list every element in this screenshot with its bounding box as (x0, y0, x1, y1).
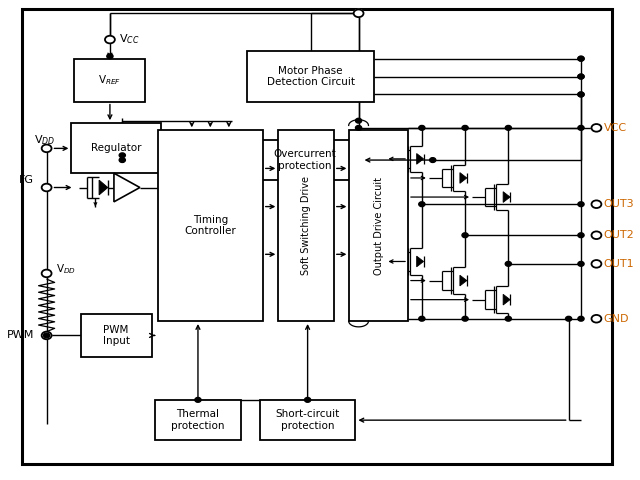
Text: Regulator: Regulator (91, 143, 141, 153)
Text: OUT1: OUT1 (604, 259, 634, 269)
Bar (158, 130, 263, 321)
Bar (349, 130, 408, 321)
Text: V$_{DD}$: V$_{DD}$ (56, 263, 76, 276)
Circle shape (44, 333, 50, 338)
Bar (260, 400, 355, 441)
Bar (278, 130, 334, 321)
Circle shape (578, 56, 584, 61)
Bar (248, 140, 362, 180)
Bar (81, 314, 152, 357)
Circle shape (566, 316, 572, 321)
Circle shape (42, 332, 52, 339)
Circle shape (42, 270, 52, 277)
Circle shape (119, 157, 125, 162)
Circle shape (578, 202, 584, 206)
Polygon shape (460, 173, 467, 183)
Circle shape (578, 92, 584, 97)
Circle shape (578, 92, 584, 97)
Text: Timing
Controller: Timing Controller (184, 215, 236, 237)
Circle shape (107, 54, 113, 59)
Circle shape (305, 397, 310, 402)
Circle shape (355, 125, 362, 130)
Circle shape (578, 262, 584, 266)
Polygon shape (114, 173, 140, 202)
Text: FG: FG (19, 175, 35, 185)
Text: PWM: PWM (7, 330, 35, 340)
Bar (74, 59, 145, 102)
Circle shape (195, 397, 201, 402)
Circle shape (42, 184, 52, 192)
Circle shape (578, 125, 584, 130)
Polygon shape (99, 180, 108, 195)
Circle shape (505, 262, 511, 266)
Polygon shape (460, 275, 467, 286)
Text: Overcurrent
protection: Overcurrent protection (273, 149, 336, 171)
Circle shape (462, 233, 468, 238)
Bar (248, 51, 374, 102)
Circle shape (578, 74, 584, 79)
Text: OUT2: OUT2 (604, 230, 635, 240)
Text: VCC: VCC (604, 123, 627, 133)
Bar (155, 400, 241, 441)
Polygon shape (503, 294, 510, 305)
Polygon shape (503, 192, 510, 203)
Circle shape (354, 10, 364, 17)
Circle shape (419, 202, 425, 206)
Circle shape (591, 124, 602, 132)
Text: PWM
Input: PWM Input (102, 324, 130, 346)
Text: Soft Switching Drive: Soft Switching Drive (301, 176, 311, 275)
Polygon shape (417, 256, 424, 267)
Circle shape (42, 144, 52, 152)
Circle shape (429, 157, 436, 162)
Circle shape (578, 316, 584, 321)
Circle shape (462, 316, 468, 321)
Circle shape (578, 56, 584, 61)
Text: Output Drive Circuit: Output Drive Circuit (374, 177, 383, 275)
Circle shape (591, 260, 602, 268)
Circle shape (578, 233, 584, 238)
Text: Motor Phase
Detection Circuit: Motor Phase Detection Circuit (267, 66, 355, 87)
Text: Short-circuit
protection: Short-circuit protection (275, 409, 340, 431)
Text: V$_{REF}$: V$_{REF}$ (99, 73, 122, 87)
Circle shape (419, 316, 425, 321)
Circle shape (355, 118, 362, 123)
Bar (71, 123, 161, 173)
Circle shape (591, 200, 602, 208)
Circle shape (505, 316, 511, 321)
Circle shape (462, 125, 468, 130)
Circle shape (591, 231, 602, 239)
Text: GND: GND (604, 314, 629, 324)
Text: Thermal
protection: Thermal protection (172, 409, 225, 431)
Circle shape (119, 153, 125, 157)
Circle shape (505, 125, 511, 130)
Circle shape (105, 36, 115, 43)
Circle shape (591, 315, 602, 323)
Polygon shape (417, 154, 424, 164)
Circle shape (419, 125, 425, 130)
Circle shape (578, 74, 584, 79)
Text: V$_{CC}$: V$_{CC}$ (119, 33, 140, 47)
Text: V$_{DD}$: V$_{DD}$ (35, 133, 56, 147)
Text: OUT3: OUT3 (604, 199, 634, 209)
